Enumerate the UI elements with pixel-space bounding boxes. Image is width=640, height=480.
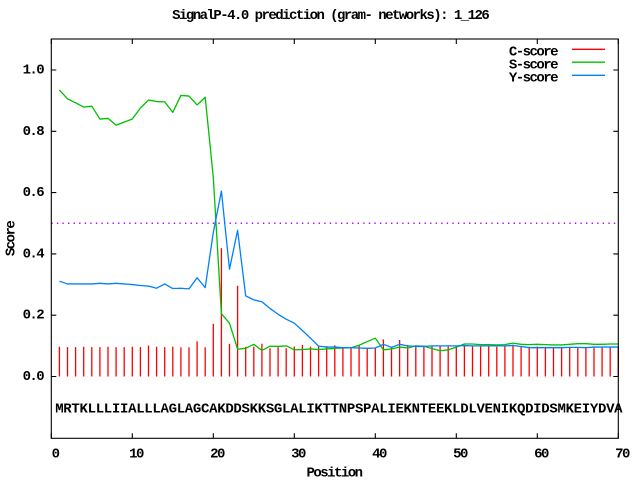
svg-text:0: 0 <box>52 447 60 463</box>
svg-text:60: 60 <box>534 447 549 463</box>
svg-text:50: 50 <box>453 447 468 463</box>
svg-text:40: 40 <box>372 447 387 463</box>
svg-text:0.8: 0.8 <box>23 124 45 140</box>
svg-text:0.4: 0.4 <box>23 246 45 262</box>
svg-text:10: 10 <box>129 447 144 463</box>
svg-text:0.2: 0.2 <box>23 308 45 324</box>
svg-text:20: 20 <box>210 447 225 463</box>
svg-text:0.0: 0.0 <box>23 369 45 385</box>
svg-text:SignalP-4.0 prediction (gram-: SignalP-4.0 prediction (gram- networks):… <box>172 8 489 24</box>
svg-text:Position: Position <box>307 465 363 480</box>
svg-text:0.6: 0.6 <box>23 185 45 201</box>
svg-text:70: 70 <box>615 447 630 463</box>
svg-text:MRTKLLLIIALLLAGLAGCAKDDSKKSGLA: MRTKLLLIIALLLAGLAGCAKDDSKKSGLALIKTTNPSPA… <box>55 402 623 418</box>
svg-text:Score: Score <box>3 221 19 256</box>
svg-text:30: 30 <box>291 447 306 463</box>
svg-text:1.0: 1.0 <box>23 63 45 79</box>
svg-text:S-score: S-score <box>509 57 558 73</box>
svg-text:C-score: C-score <box>509 44 558 60</box>
svg-text:Y-score: Y-score <box>509 70 558 86</box>
